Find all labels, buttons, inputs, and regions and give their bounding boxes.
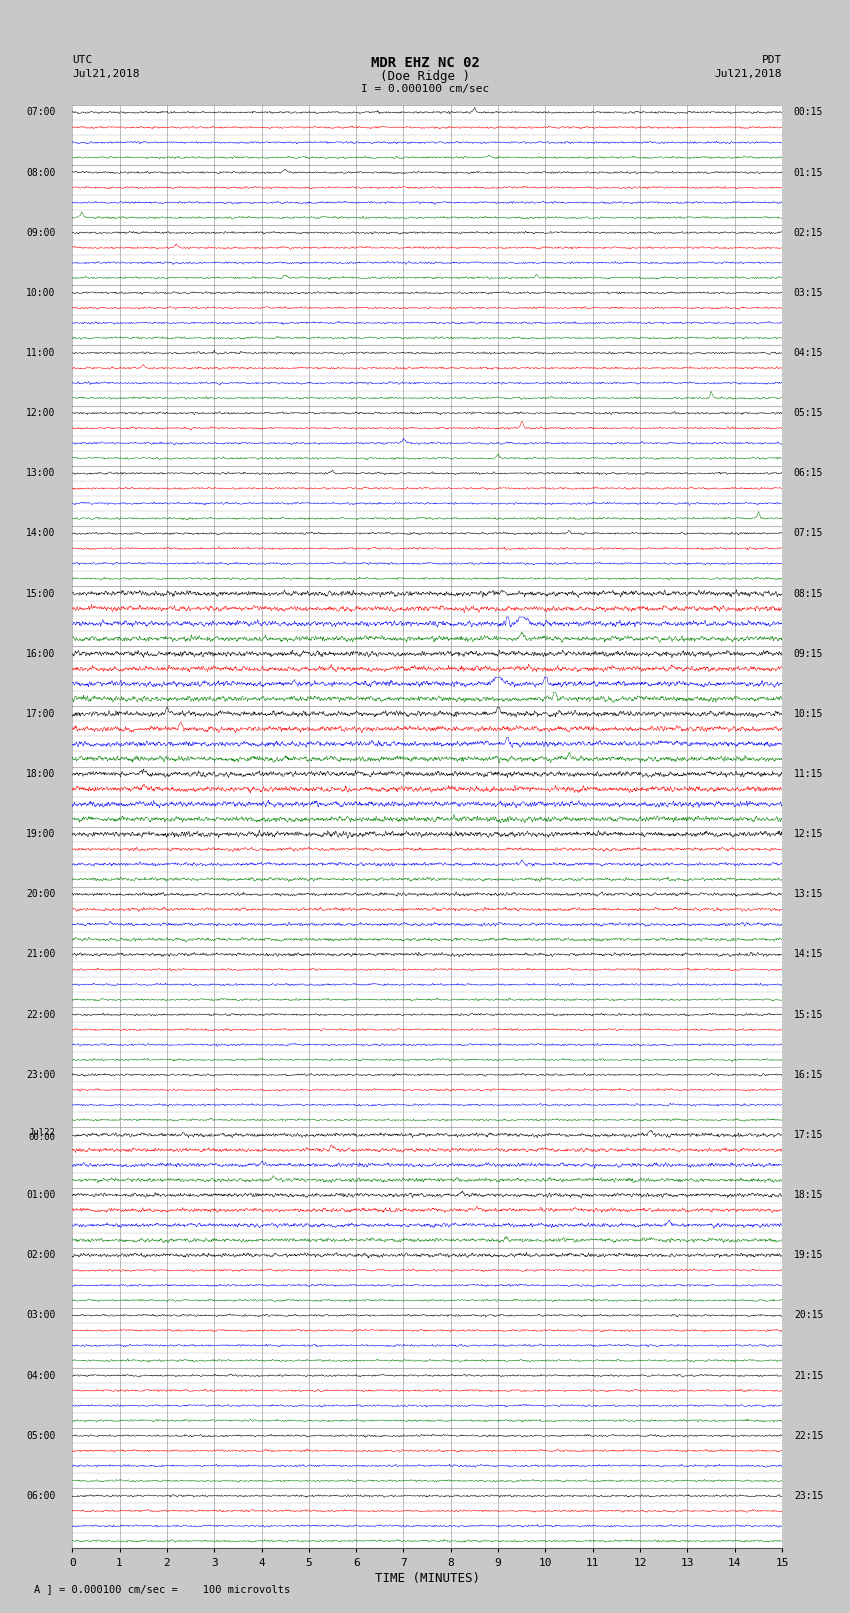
Text: Jul21,2018: Jul21,2018 [715,69,782,79]
Text: (Doe Ridge ): (Doe Ridge ) [380,69,470,84]
Text: 05:00: 05:00 [26,1431,56,1440]
Text: 13:00: 13:00 [26,468,56,479]
Text: Jul22: Jul22 [29,1127,56,1137]
Text: 18:15: 18:15 [794,1190,823,1200]
Text: 09:15: 09:15 [794,648,823,658]
Text: 18:00: 18:00 [26,769,56,779]
Text: 06:15: 06:15 [794,468,823,479]
Text: UTC: UTC [72,55,93,65]
Text: 00:00: 00:00 [29,1132,56,1142]
Text: 17:00: 17:00 [26,708,56,719]
Text: 08:00: 08:00 [26,168,56,177]
Text: 01:00: 01:00 [26,1190,56,1200]
Text: 16:15: 16:15 [794,1069,823,1079]
Text: 23:00: 23:00 [26,1069,56,1079]
Text: 03:15: 03:15 [794,287,823,298]
Text: 12:00: 12:00 [26,408,56,418]
Text: 00:15: 00:15 [794,108,823,118]
Text: 06:00: 06:00 [26,1490,56,1500]
Text: 05:15: 05:15 [794,408,823,418]
Text: 21:00: 21:00 [26,950,56,960]
Text: 10:15: 10:15 [794,708,823,719]
Text: PDT: PDT [762,55,782,65]
Text: 22:15: 22:15 [794,1431,823,1440]
Text: 12:15: 12:15 [794,829,823,839]
Text: 08:15: 08:15 [794,589,823,598]
Text: 15:00: 15:00 [26,589,56,598]
Text: 03:00: 03:00 [26,1310,56,1321]
Text: 17:15: 17:15 [794,1131,823,1140]
Text: 22:00: 22:00 [26,1010,56,1019]
Text: 01:15: 01:15 [794,168,823,177]
Text: 04:15: 04:15 [794,348,823,358]
Text: 14:00: 14:00 [26,529,56,539]
Text: 09:00: 09:00 [26,227,56,237]
Text: 07:00: 07:00 [26,108,56,118]
Text: 19:00: 19:00 [26,829,56,839]
Text: Jul21,2018: Jul21,2018 [72,69,139,79]
Text: A ] = 0.000100 cm/sec =    100 microvolts: A ] = 0.000100 cm/sec = 100 microvolts [34,1584,290,1594]
Text: MDR EHZ NC 02: MDR EHZ NC 02 [371,56,479,71]
Text: 14:15: 14:15 [794,950,823,960]
Text: 21:15: 21:15 [794,1371,823,1381]
X-axis label: TIME (MINUTES): TIME (MINUTES) [375,1571,479,1584]
Text: 23:15: 23:15 [794,1490,823,1500]
Text: 16:00: 16:00 [26,648,56,658]
Text: 20:00: 20:00 [26,889,56,900]
Text: 15:15: 15:15 [794,1010,823,1019]
Text: I = 0.000100 cm/sec: I = 0.000100 cm/sec [361,84,489,94]
Text: 11:00: 11:00 [26,348,56,358]
Text: 07:15: 07:15 [794,529,823,539]
Text: 04:00: 04:00 [26,1371,56,1381]
Text: 20:15: 20:15 [794,1310,823,1321]
Text: 19:15: 19:15 [794,1250,823,1260]
Text: 11:15: 11:15 [794,769,823,779]
Text: 02:00: 02:00 [26,1250,56,1260]
Text: 10:00: 10:00 [26,287,56,298]
Text: 02:15: 02:15 [794,227,823,237]
Text: 13:15: 13:15 [794,889,823,900]
